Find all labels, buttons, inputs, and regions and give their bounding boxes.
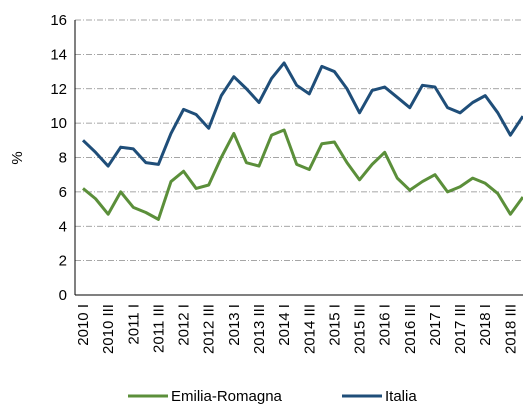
x-tick-label: 2010 III (100, 304, 117, 354)
x-tick-label: 2016 I (377, 304, 394, 346)
x-tick-label: 2013 III (251, 304, 268, 354)
x-tick-label: 2016 III (402, 304, 419, 354)
x-tick-label: 2018 III (502, 304, 519, 354)
y-tick-label: 6 (59, 184, 67, 201)
y-tick-label: 0 (59, 287, 67, 304)
legend-label: Italia (385, 388, 417, 405)
y-tick-label: 4 (59, 218, 67, 235)
series-line (81, 61, 523, 168)
x-tick-label: 2012 III (201, 304, 218, 354)
y-tick-label: 14 (50, 46, 67, 63)
x-tick-label: 2014 III (301, 304, 318, 354)
y-tick-label: 16 (50, 12, 67, 29)
x-tick-label: 2013 I (226, 304, 243, 346)
x-tick-label: 2015 I (326, 304, 343, 346)
x-tick-label: 2010 I (75, 304, 92, 346)
x-tick-label: 2018 I (477, 304, 494, 346)
x-tick-label: 2011 I (125, 304, 142, 345)
x-tick-label: 2015 III (352, 304, 369, 354)
plot-area (81, 61, 523, 221)
x-tick-label: 2017 III (452, 304, 469, 354)
legend-label: Emilia-Romagna (171, 388, 283, 405)
y-tick-label: 10 (50, 115, 67, 132)
series-line (82, 128, 523, 221)
x-tick-label: 2017 I (427, 304, 444, 346)
x-tick-label: 2014 I (276, 304, 293, 346)
x-tick-label: 2012 I (176, 304, 193, 346)
x-tick-label: 2011 III (150, 304, 167, 353)
y-tick-label: 8 (59, 150, 67, 167)
y-tick-label: 12 (50, 81, 67, 98)
y-axis-label: % (9, 151, 26, 164)
y-tick-label: 2 (59, 253, 67, 270)
